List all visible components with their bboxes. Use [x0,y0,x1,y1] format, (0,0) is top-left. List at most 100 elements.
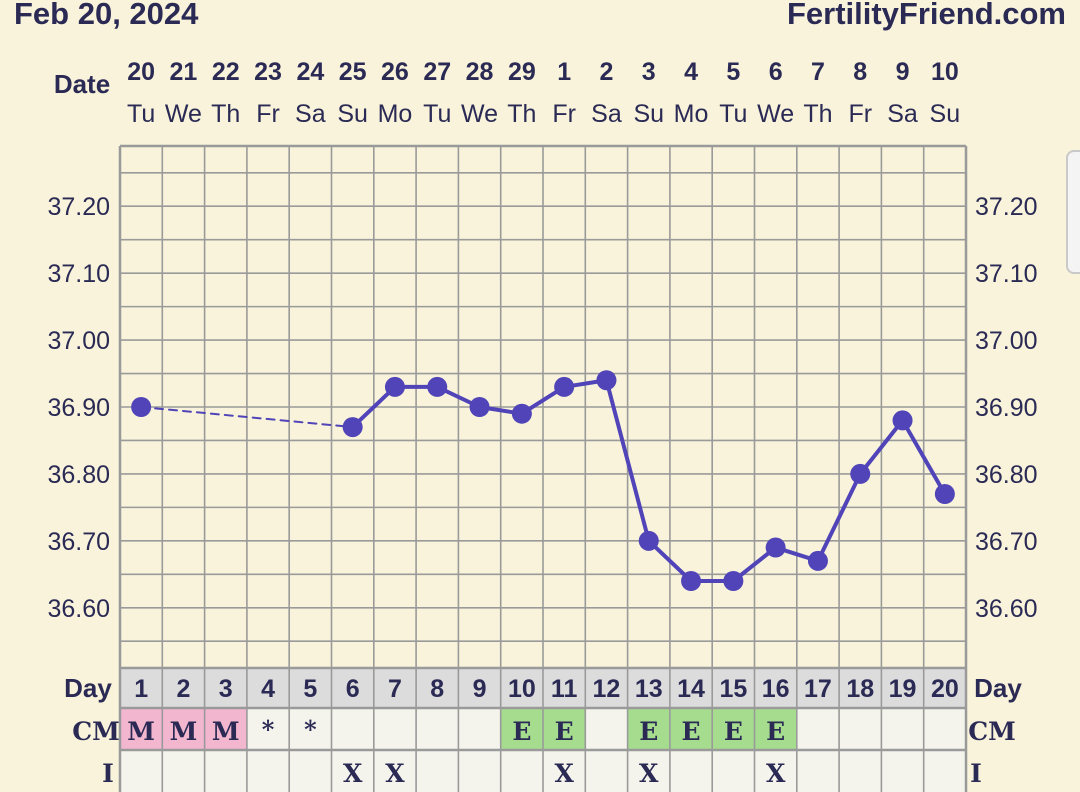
weekday-label: Fr [552,100,576,128]
temp-point [638,530,659,551]
y-axis-ticks: 37.20 37.20 37.10 37.10 37.00 37.00 36.90 36.90… [47,193,1037,623]
temp-point [554,376,575,397]
cycle-day-number: 5 [303,675,317,703]
date-label: 27 [423,58,451,86]
site-name: FertilityFriend.com [786,0,1066,31]
temp-point [511,403,532,424]
cycle-day-number: 3 [219,675,233,703]
weekday-label: We [757,100,794,128]
cm-cell-m [162,708,205,750]
cm-cell-m [120,708,163,750]
date-label: 8 [853,58,867,86]
intercourse-mark: X [639,759,659,788]
temp-point [723,571,744,591]
cycle-day-number: 13 [635,675,663,703]
cm-egg-white-mark: E [724,717,743,746]
date-label: 3 [642,58,656,86]
date-label: 9 [896,58,910,86]
weekday-label: Sa [295,100,326,128]
temp-point [131,397,152,417]
cm-cell-e [543,708,586,750]
cycle-day-number: 9 [473,675,487,703]
temp-point [342,417,363,438]
temp-point [807,550,828,571]
cycle-day-number: 16 [762,675,790,703]
y-tick-label-right: 36.90 [975,394,1038,422]
intercourse-mark: X [554,759,574,788]
intercourse-row-label-right: I [970,759,982,788]
date-header: Date 20Tu21We22Th23Fr24Sa25Su26Mo27Tu28W… [54,58,960,128]
temp-line-gap-segment [140,406,354,429]
cycle-day-number: 2 [176,675,190,703]
date-label: 4 [684,58,698,86]
date-label: 10 [931,58,959,86]
weekday-label: Sa [591,100,622,128]
day-row-label-left: Day [64,673,112,703]
y-tick-label-left: 37.10 [47,260,110,288]
y-tick-label-right: 37.00 [975,327,1038,355]
temp-point [850,463,871,484]
temp-line-segment [815,471,863,563]
cycle-day-number: 7 [388,675,402,703]
weekday-label: Fr [256,100,280,128]
temp-line-segment [858,418,905,476]
y-tick-label-left: 37.00 [47,327,110,355]
cycle-day-number: 19 [889,675,917,703]
cm-menstruation-mark: M [212,717,240,746]
cm-menstruation-mark: M [127,717,155,746]
intercourse-row-label-left: I [102,759,114,788]
date-label: 2 [599,58,613,86]
weekday-label: We [461,100,498,128]
cycle-day-number: 14 [677,675,705,703]
temp-point [892,410,913,431]
temp-point [596,370,617,391]
chart-date-title: Feb 20, 2024 [14,0,199,31]
cycle-day-number: 12 [593,675,621,703]
date-label: 28 [466,58,494,86]
date-label: 7 [811,58,825,86]
date-label: 22 [212,58,240,86]
cm-cell-e [754,708,797,750]
cm-cell-e [669,708,713,750]
weekday-label: Mo [378,100,413,128]
weekday-label: Tu [719,100,747,128]
cycle-day-number: 10 [508,675,536,703]
cm-menstruation-mark: M [170,717,198,746]
y-tick-label-right: 37.20 [975,193,1038,221]
date-row-label: Date [54,69,110,99]
temp-point [384,376,405,397]
y-tick-label-right: 36.80 [975,461,1038,489]
weekday-label: Th [507,100,536,128]
temp-point [427,376,448,397]
cycle-day-number: 1 [134,675,148,703]
intercourse-mark: X [343,759,363,788]
cm-egg-white-mark: E [555,717,574,746]
date-label: 29 [508,58,536,86]
cm-egg-white-mark: E [682,717,701,746]
cm-cell-e [627,708,670,750]
y-tick-label-right: 36.60 [975,595,1038,623]
date-label: 25 [339,58,367,86]
cycle-day-number: 6 [346,675,360,703]
cm-spotting-mark: * [262,715,275,744]
y-tick-label-right: 37.10 [975,260,1038,288]
cycle-day-number: 11 [551,675,578,703]
cm-egg-white-mark: E [639,717,658,746]
weekday-label: Tu [423,100,451,128]
temp-point [934,484,955,504]
cycle-day-number: 20 [931,675,959,703]
date-label: 5 [726,58,740,86]
temperature-points [131,370,955,591]
intercourse-mark: X [385,759,405,788]
side-scroll-tab[interactable] [1066,150,1080,274]
cm-row-label-right: CM [968,717,1016,746]
weekday-label: Tu [127,100,155,128]
date-label: 24 [296,58,324,86]
temp-point [765,537,786,558]
cm-cell-e [712,708,755,750]
cm-spotting-mark: * [304,715,317,744]
y-tick-label-left: 37.20 [47,193,110,221]
weekday-label: We [165,100,202,128]
